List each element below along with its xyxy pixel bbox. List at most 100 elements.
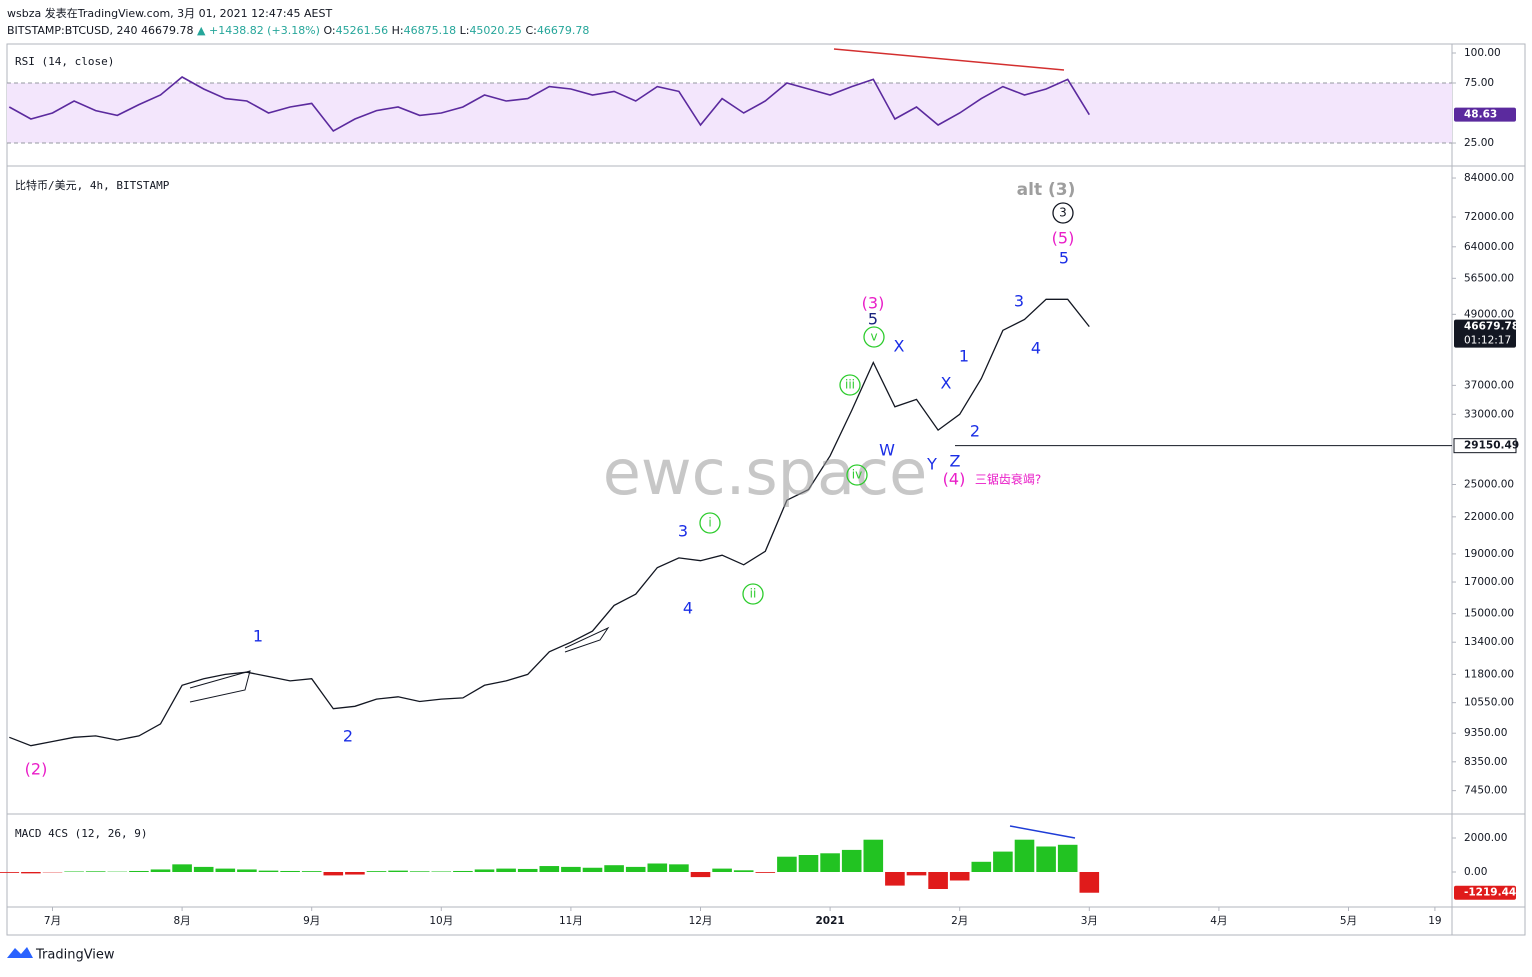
c-label: C: <box>525 24 536 37</box>
macd-bar <box>237 869 257 872</box>
wave-label: W <box>879 441 895 460</box>
y-tick-label: 72000.00 <box>1464 211 1514 223</box>
y-tick-label: 2000.00 <box>1464 832 1507 844</box>
wave-label: Z <box>950 452 961 471</box>
last-value-label: 48.63 <box>1464 109 1497 121</box>
macd-bar <box>216 869 236 872</box>
macd-bar <box>324 872 344 875</box>
y-tick-label: 75.00 <box>1464 77 1494 89</box>
y-tick-label: 13400.00 <box>1464 636 1514 648</box>
macd-bar <box>734 870 754 872</box>
y-tick-label: 15000.00 <box>1464 608 1514 620</box>
low: 45020.25 <box>469 24 522 37</box>
y-tick-label: 25000.00 <box>1464 479 1514 491</box>
y-tick-label: 11800.00 <box>1464 668 1514 680</box>
wave-label: alt (3) <box>1017 180 1076 200</box>
countdown: 01:12:17 <box>1464 335 1511 347</box>
macd-bar <box>302 871 322 872</box>
macd-bar <box>1015 840 1035 872</box>
y-tick-label: 19000.00 <box>1464 548 1514 560</box>
macd-bar <box>756 872 776 873</box>
macd-bar <box>561 867 581 872</box>
macd-bar <box>259 871 279 872</box>
macd-bar <box>410 871 430 872</box>
x-tick-label: 9月 <box>303 915 320 927</box>
pane-title: RSI (14, close) <box>15 55 114 68</box>
header-line: wsbza 发表在TradingView.com, 3月 01, 2021 12… <box>7 6 332 20</box>
macd-bar <box>432 871 452 872</box>
y-tick-label: 10550.00 <box>1464 697 1514 709</box>
macd-bar <box>1058 845 1078 872</box>
last-value-label: 46679.78 <box>1464 321 1519 333</box>
macd-bar <box>345 872 365 875</box>
last-value-label: -1219.44 <box>1464 887 1516 899</box>
header-quote: BITSTAMP:BTCUSD, 240 46679.78 ▲ +1438.82… <box>7 24 589 37</box>
wave-label: (3) <box>862 294 885 313</box>
last: 46679.78 <box>141 24 194 37</box>
macd-bar <box>885 872 905 886</box>
wave-label: X <box>894 337 905 356</box>
macd-bar <box>842 850 862 872</box>
symbol: BITSTAMP:BTCUSD, 240 <box>7 24 138 37</box>
macd-bar <box>194 867 214 872</box>
l-label: L: <box>460 24 470 37</box>
open: 45261.56 <box>336 24 389 37</box>
y-tick-label: 64000.00 <box>1464 241 1514 253</box>
wave-label: 3 <box>1014 292 1024 311</box>
macd-bar <box>540 866 560 872</box>
y-tick-label: 49000.00 <box>1464 308 1514 320</box>
y-tick-label: 0.00 <box>1464 866 1487 878</box>
x-tick-label: 2021 <box>815 915 844 927</box>
y-tick-label: 100.00 <box>1464 47 1501 59</box>
macd-bar <box>993 852 1013 872</box>
macd-bar <box>691 872 711 877</box>
macd-bar <box>367 871 387 872</box>
wave-label: X <box>941 374 952 393</box>
wave-label: 5 <box>1059 249 1069 268</box>
x-tick-label: 2月 <box>951 915 968 927</box>
macd-bar <box>0 872 19 873</box>
macd-bar <box>64 871 84 872</box>
macd-bar <box>820 853 840 872</box>
macd-bar <box>21 872 41 873</box>
macd-bar <box>86 871 106 872</box>
wave-label: 3 <box>1059 206 1067 220</box>
macd-bar <box>475 869 495 872</box>
macd-bar <box>388 871 408 872</box>
macd-bar <box>496 869 516 872</box>
macd-bar <box>151 869 171 872</box>
macd-bar <box>864 840 884 872</box>
wave-label: 1 <box>959 347 969 366</box>
macd-bar <box>928 872 948 889</box>
triangle-drawing <box>565 628 608 652</box>
macd-divergence-line <box>1010 826 1075 838</box>
x-tick-label: 8月 <box>174 915 191 927</box>
change: +1438.82 (+3.18%) <box>209 24 320 37</box>
macd-bar <box>669 864 689 872</box>
wave-label: 三锯齿衰竭? <box>975 472 1041 487</box>
macd-bar <box>129 871 149 872</box>
x-tick-label: 5月 <box>1340 915 1357 927</box>
y-tick-label: 8350.00 <box>1464 756 1507 768</box>
macd-bar <box>950 872 970 880</box>
x-tick-label: 19 <box>1428 915 1441 927</box>
wave-label: 3 <box>678 522 688 541</box>
macd-bar <box>583 868 603 872</box>
wave-label: 1 <box>253 627 263 646</box>
wave-label: (2) <box>25 760 48 779</box>
macd-bar <box>604 865 624 872</box>
y-tick-label: 17000.00 <box>1464 576 1514 588</box>
y-tick-label: 25.00 <box>1464 137 1494 149</box>
macd-bar <box>777 857 797 872</box>
y-tick-label: 7450.00 <box>1464 785 1507 797</box>
hline-label: 29150.49 <box>1464 440 1519 452</box>
wave-label: v <box>870 330 877 344</box>
macd-bar <box>907 872 927 875</box>
macd-bar <box>453 871 473 872</box>
macd-bar <box>626 867 646 872</box>
price-line <box>9 299 1089 745</box>
wave-label: 4 <box>683 599 693 618</box>
x-tick-label: 4月 <box>1210 915 1227 927</box>
rsi-band <box>7 83 1452 143</box>
